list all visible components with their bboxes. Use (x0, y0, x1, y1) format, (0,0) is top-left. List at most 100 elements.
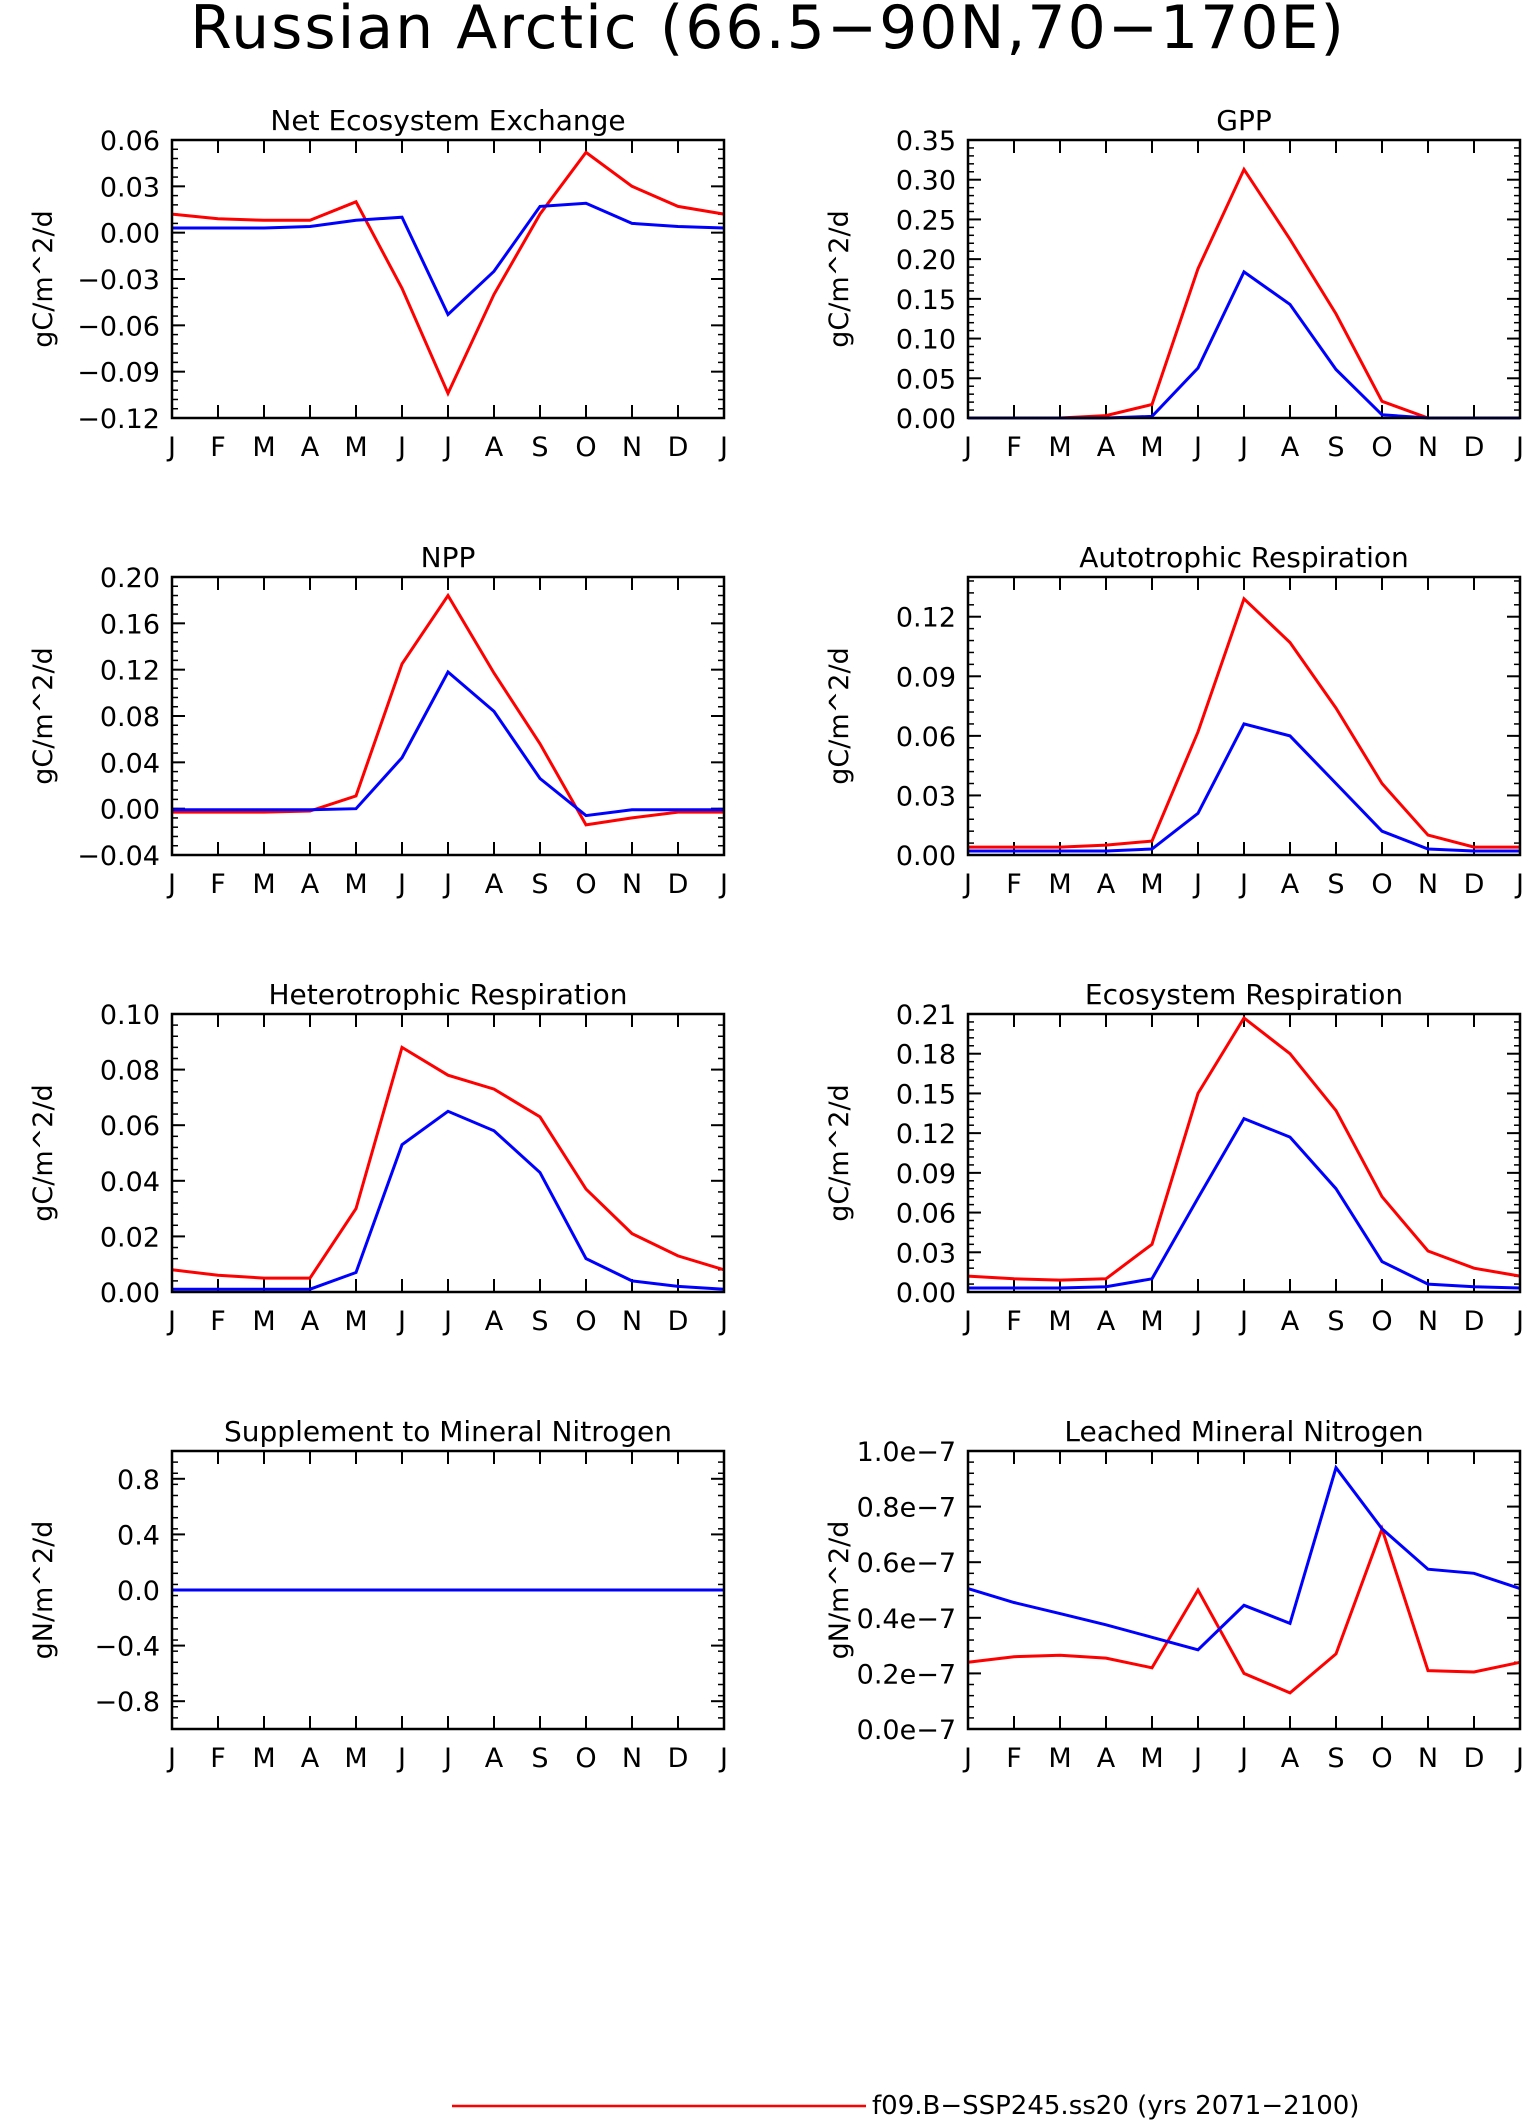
panel-title: Leached Mineral Nitrogen (1064, 1415, 1423, 1448)
y-tick-label: 0.0e−7 (857, 1715, 956, 1746)
y-tick-label: 0.08 (100, 702, 160, 733)
x-tick-label: O (1371, 869, 1392, 900)
panel-title: Net Ecosystem Exchange (270, 104, 625, 137)
y-tick-label: 0.09 (896, 1159, 956, 1190)
x-tick-label: M (252, 869, 275, 900)
x-tick-label: A (1281, 1743, 1300, 1774)
x-tick-label: A (301, 869, 320, 900)
x-tick-label: J (442, 869, 452, 900)
panel-title: NPP (421, 541, 476, 574)
chart-panel: Autotrophic Respiration gC/m^2/d 0.00 0.03 0… (824, 541, 1524, 900)
x-tick-label: F (210, 432, 226, 463)
x-tick-label: O (575, 1306, 596, 1337)
x-tick-label: D (668, 1306, 689, 1337)
series-line-red (967, 1015, 1521, 1282)
y-axis-label: gN/m^2/d (824, 1521, 855, 1660)
x-tick-label: J (166, 1306, 176, 1337)
x-tick-label: J (1238, 432, 1248, 463)
x-tick-label: J (166, 432, 176, 463)
panel-title: Autotrophic Respiration (1079, 541, 1408, 574)
x-tick-label: F (1006, 869, 1022, 900)
y-tick-label: 0.18 (896, 1040, 956, 1071)
x-tick-label: J (442, 432, 452, 463)
x-tick-label: D (1464, 869, 1485, 900)
chart-panel: Heterotrophic Respiration gC/m^2/d 0.00 0.0… (28, 978, 728, 1337)
x-tick-label: F (1006, 432, 1022, 463)
y-tick-label: −0.03 (77, 265, 160, 296)
legend: f09.B−SSP245.ss20 (yrs 2071−2100) (452, 2091, 1359, 2120)
y-tick-label: 1.0e−7 (857, 1437, 956, 1468)
y-tick-label: 0.06 (100, 126, 160, 157)
y-tick-label: 0.15 (896, 1079, 956, 1110)
y-tick-label: 0.4e−7 (857, 1604, 956, 1635)
x-tick-label: N (1418, 1306, 1438, 1337)
x-tick-label: M (1140, 1306, 1163, 1337)
x-tick-label: M (344, 1743, 367, 1774)
x-tick-label: D (1464, 1306, 1485, 1337)
x-tick-label: A (485, 869, 504, 900)
x-tick-label: M (1048, 1306, 1071, 1337)
y-tick-label: 0.05 (896, 364, 956, 395)
x-tick-label: J (718, 432, 728, 463)
x-tick-label: M (252, 432, 275, 463)
y-tick-label: 0.04 (100, 748, 160, 779)
x-tick-label: J (442, 1743, 452, 1774)
series-line-blue (172, 1109, 725, 1291)
x-tick-label: A (1281, 1306, 1300, 1337)
chart-panel: Net Ecosystem Exchange gC/m^2/d −0.12 −0.09… (28, 104, 728, 463)
series-line-red (968, 596, 1520, 849)
x-tick-label: A (1281, 869, 1300, 900)
x-tick-label: N (622, 432, 642, 463)
y-tick-label: 0.25 (896, 205, 956, 236)
series-line-red (172, 592, 724, 827)
x-tick-label: A (301, 432, 320, 463)
chart-panel: Leached Mineral Nitrogen gN/m^2/d 0.0e−7 0.… (824, 1415, 1524, 1774)
series-line-blue (172, 201, 725, 318)
y-tick-label: 0.12 (896, 603, 956, 634)
x-tick-label: J (1238, 1743, 1248, 1774)
y-tick-label: −0.04 (77, 841, 160, 872)
y-tick-label: 0.10 (896, 325, 956, 356)
x-tick-label: N (622, 869, 642, 900)
x-tick-label: J (718, 869, 728, 900)
x-tick-label: J (1514, 1743, 1524, 1774)
y-tick-label: 0.00 (100, 219, 160, 250)
series-line-blue (968, 722, 1520, 853)
plot-frame (966, 138, 1522, 420)
x-tick-label: D (668, 432, 689, 463)
x-tick-label: S (531, 432, 548, 463)
x-tick-label: J (396, 432, 406, 463)
x-tick-label: J (962, 1743, 972, 1774)
x-tick-label: J (396, 869, 406, 900)
series-line-blue (968, 1116, 1521, 1290)
x-tick-label: J (1192, 1306, 1202, 1337)
x-tick-label: N (622, 1743, 642, 1774)
x-tick-label: J (1238, 869, 1248, 900)
panel-title: Heterotrophic Respiration (269, 978, 628, 1011)
x-tick-label: A (301, 1306, 320, 1337)
x-tick-label: J (962, 869, 972, 900)
y-tick-label: 0.16 (100, 609, 160, 640)
y-tick-label: 0.03 (896, 781, 956, 812)
x-tick-label: A (485, 432, 504, 463)
y-tick-label: 0.03 (896, 1238, 956, 1269)
y-tick-label: −0.12 (77, 404, 160, 435)
y-tick-label: 0.06 (100, 1111, 160, 1142)
x-tick-label: D (1464, 432, 1485, 463)
panel-title: GPP (1216, 104, 1271, 137)
x-tick-label: A (1281, 432, 1300, 463)
x-tick-label: A (1097, 1743, 1116, 1774)
x-tick-label: J (1192, 432, 1202, 463)
x-tick-label: J (442, 1306, 452, 1337)
x-tick-label: N (1418, 1743, 1438, 1774)
x-tick-label: F (210, 1306, 226, 1337)
y-tick-label: −0.06 (77, 311, 160, 342)
chart-panel: NPP gC/m^2/d −0.04 0.00 0.04 0.08 0.12 0.16 0.20… (28, 541, 728, 900)
x-tick-label: M (1048, 432, 1071, 463)
x-tick-label: N (622, 1306, 642, 1337)
series-line-blue (968, 269, 1520, 420)
y-tick-label: 0.00 (100, 1278, 160, 1309)
plot-frame (966, 1012, 1522, 1294)
x-tick-label: A (485, 1306, 504, 1337)
